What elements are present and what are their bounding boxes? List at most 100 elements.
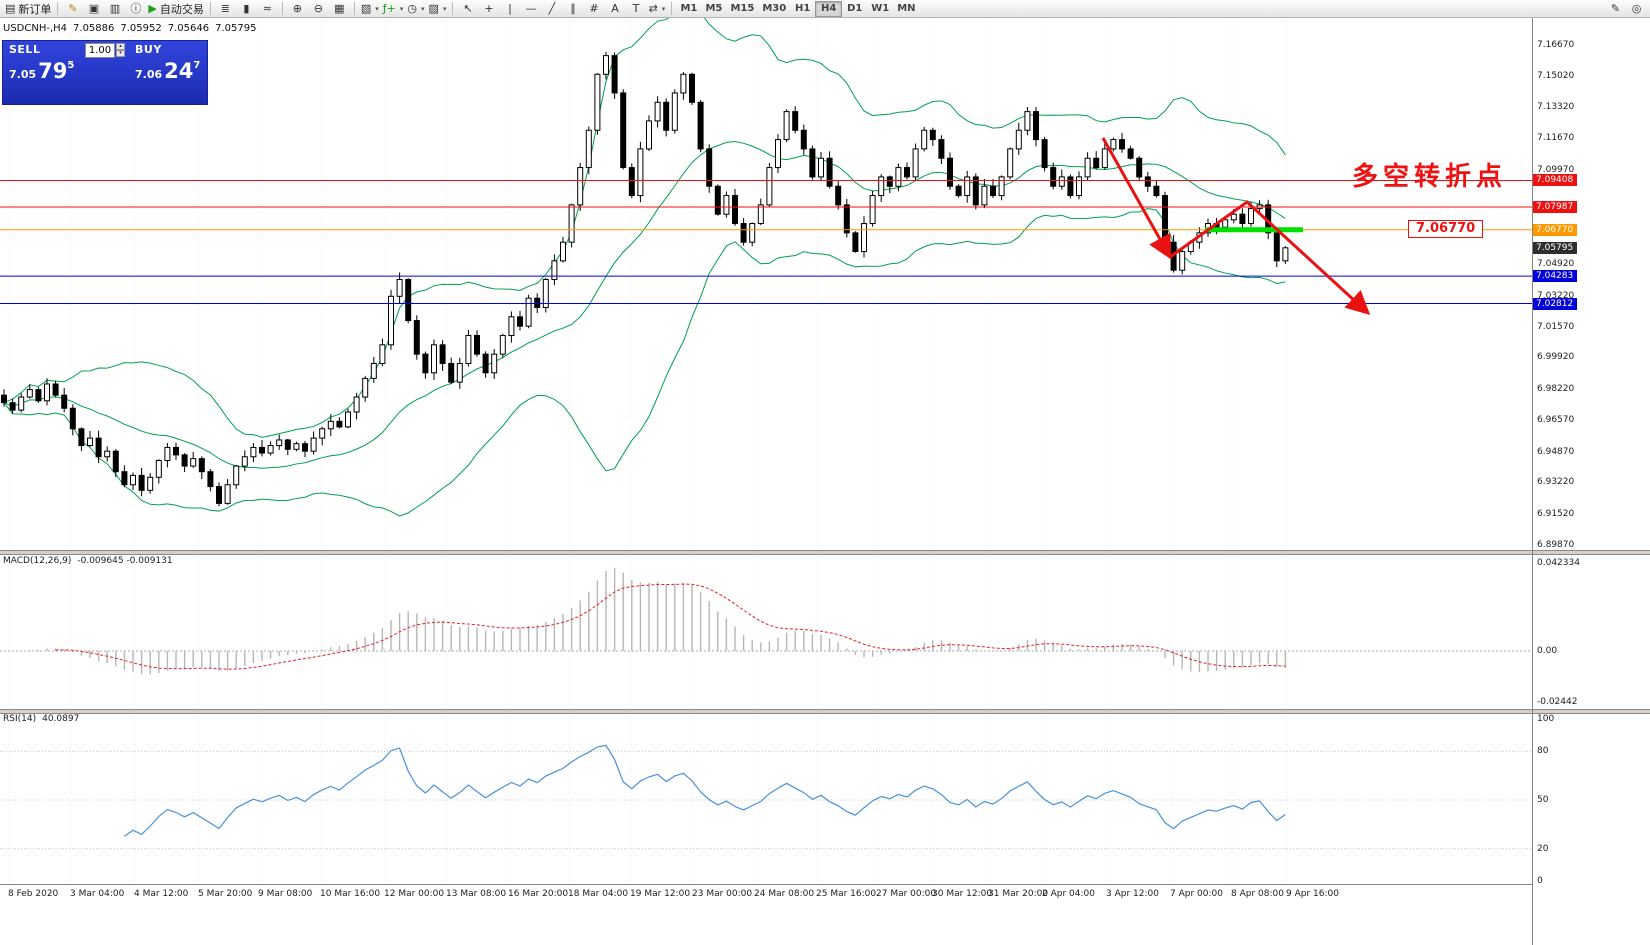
timeframe-M30-button[interactable]: M30	[762, 3, 787, 14]
time-axis-label: 31 Mar 20:00	[988, 889, 1049, 899]
label-tool-icon[interactable]: T	[625, 1, 646, 16]
price-axis[interactable]: 7.16670 7.15020 7.13320 7.11670 7.09970 7.049…	[1532, 18, 1650, 945]
text-tool-icon-glyph: A	[611, 2, 619, 15]
indicators-icon[interactable]: ƒ+ ▾	[381, 1, 406, 16]
toolbar-group-timeframes: M1 M5 M15 M30 H1 H4 D1 W1 MN	[676, 0, 919, 17]
autotrading-button[interactable]: ▶ 自动交易	[146, 1, 205, 16]
turning-point-annotation[interactable]: 多空转折点	[1352, 162, 1508, 192]
vertical-line-tool-icon-glyph: |	[508, 2, 512, 15]
new-order-glyph: ▤	[5, 2, 16, 15]
arrows-tool-icon[interactable]: ⇄ ▾	[646, 1, 667, 16]
pencil-icon[interactable]: ✎	[1605, 1, 1626, 16]
periods-icon[interactable]: ◷ ▾	[405, 1, 426, 16]
label-tool-icon-glyph: T	[632, 2, 640, 15]
price-tag-7.07987: 7.07987	[1533, 200, 1578, 213]
timeframe-M1-button[interactable]: M1	[680, 3, 698, 14]
buy-button[interactable]: BUY 7.06247	[127, 41, 207, 104]
chart-window-icon[interactable]: ▣	[83, 1, 104, 16]
bar-chart-type-icon[interactable]: ≣	[215, 1, 236, 16]
candlestick-chart-type-icon-glyph: ▮	[243, 2, 250, 15]
buy-price-small: 7.06	[135, 68, 163, 81]
trendline-tool-icon[interactable]: ╱	[541, 1, 562, 16]
candlestick-chart-type-icon[interactable]: ▮	[236, 1, 257, 16]
timeframe-D1-button[interactable]: D1	[847, 3, 863, 14]
time-axis-label: 2 Apr 04:00	[1042, 889, 1095, 899]
toolbar-separator	[209, 2, 211, 15]
time-axis-label: 27 Mar 00:00	[876, 889, 937, 899]
profiles-icon-glyph: ▥	[109, 2, 121, 15]
chart-canvas[interactable]	[0, 0, 1532, 945]
zoom-out-icon-glyph: ⊖	[313, 2, 323, 15]
zoom-in-icon[interactable]: ⊕	[287, 1, 308, 16]
timeframe-H1-button[interactable]: H1	[795, 3, 811, 14]
zigzag-arrow-2[interactable]	[1169, 200, 1371, 316]
info-icon[interactable]: ⓘ	[125, 1, 146, 16]
new-order-button[interactable]: ▤ 新订单	[3, 1, 53, 16]
chevron-down-icon: ▾	[442, 4, 447, 13]
bar-chart-type-icon-glyph: ≣	[220, 2, 230, 15]
buy-price-big: 24	[164, 59, 194, 83]
channel-tool-icon[interactable]: ∥	[562, 1, 583, 16]
price-callout[interactable]: 7.06770	[1408, 220, 1484, 238]
timeframe-H4-button[interactable]: H4	[815, 0, 843, 17]
macd-axis-label: -0.02442	[1537, 696, 1578, 707]
metaeditor-icon-glyph: ✎	[68, 2, 78, 15]
high-value: 7.05952	[120, 23, 162, 34]
price-axis-label: 7.11670	[1537, 133, 1575, 144]
time-axis[interactable]: 8 Feb 2020 3 Mar 04:00 4 Mar 12:00 5 Mar 20…	[0, 884, 1532, 905]
trend-arrows	[1101, 137, 1371, 316]
rsi-panel	[0, 744, 1532, 850]
timeframe-M15-button[interactable]: M15	[730, 3, 755, 14]
horizontal-line-tool-icon[interactable]: —	[520, 1, 541, 16]
price-axis-label: 7.09970	[1537, 164, 1575, 175]
time-axis-label: 19 Mar 12:00	[630, 889, 691, 899]
zoom-out-icon[interactable]: ⊖	[308, 1, 329, 16]
line-chart-type-icon[interactable]: ≈	[257, 1, 278, 16]
rsi-axis-label: 0	[1537, 876, 1543, 886]
price-tag-7.06770: 7.06770	[1533, 223, 1578, 236]
volume-input[interactable]	[85, 43, 115, 58]
timeframe-MN-button[interactable]: MN	[897, 3, 916, 14]
horizontal-level-lines	[0, 179, 1532, 305]
price-axis-label: 7.04920	[1537, 259, 1575, 270]
cursor-tool-icon-glyph: ↖	[463, 2, 473, 15]
buy-price-sup: 7	[193, 60, 201, 71]
timeframe-M5-button[interactable]: M5	[705, 3, 723, 14]
price-axis-label: 7.16670	[1537, 40, 1575, 50]
magnifier-icon[interactable]: ◎	[1626, 1, 1647, 16]
chevron-down-icon: ▾	[375, 4, 379, 13]
autotrading-button-label: 自动交易	[159, 2, 204, 16]
fibonacci-tool-icon[interactable]: #	[583, 1, 604, 16]
timeframe-W1-button[interactable]: W1	[871, 3, 890, 14]
rsi-axis-label: 20	[1537, 843, 1549, 854]
text-tool-icon[interactable]: A	[604, 1, 625, 16]
toolbar-group-apps: ✎ ▣ ▥ ⓘ ▶ 自动交易	[62, 1, 205, 16]
down-arrow-1[interactable]	[1101, 137, 1172, 260]
volume-up-button[interactable]: ▴	[116, 43, 125, 50]
toolbar-separator	[353, 2, 355, 15]
buy-label: BUY	[135, 43, 162, 56]
rsi-axis-label: 80	[1537, 746, 1549, 757]
price-axis-label: 6.93220	[1537, 477, 1575, 488]
low-value: 7.05646	[167, 23, 210, 34]
volume-control: ▴ ▾	[83, 41, 127, 61]
crosshair-tool-icon[interactable]: +	[478, 1, 499, 16]
metaeditor-icon[interactable]: ✎	[62, 1, 83, 16]
rsi-name: RSI(14)	[3, 714, 37, 724]
sell-button[interactable]: SELL 7.05795	[3, 41, 83, 104]
profiles-icon[interactable]: ▥	[104, 1, 125, 16]
toolbar-group-menus: ▧ ▾ ƒ+ ▾ ◷ ▾ ▨ ▾	[359, 1, 449, 16]
sell-label: SELL	[9, 43, 41, 56]
candles	[1, 51, 1289, 507]
new-chart-icon[interactable]: ▧ ▾	[359, 1, 381, 16]
tile-windows-icon[interactable]: ▦	[329, 1, 350, 16]
price-axis-label: 6.98220	[1537, 384, 1575, 395]
cursor-tool-icon[interactable]: ↖	[457, 1, 478, 16]
volume-down-button[interactable]: ▾	[116, 50, 125, 57]
main-toolbar: ▤ 新订单 ✎ ▣ ▥ ⓘ ▶ 自动交易 ≣ ▮ ≈ ⊕ ⊖ ▦ ▧ ▾ ƒ+ ▾ ◷ ▾ ▨ ▾ ↖ + | — ╱ ∥ # A T ⇄ ▾ M…	[0, 0, 1650, 18]
templates-icon[interactable]: ▨ ▾	[427, 1, 449, 16]
panel-splitter-macd[interactable]	[0, 550, 1650, 555]
vertical-line-tool-icon[interactable]: |	[499, 1, 520, 16]
panel-splitter-rsi[interactable]	[0, 709, 1650, 714]
symbol-period-label: USDCNH-,H4	[3, 23, 68, 34]
